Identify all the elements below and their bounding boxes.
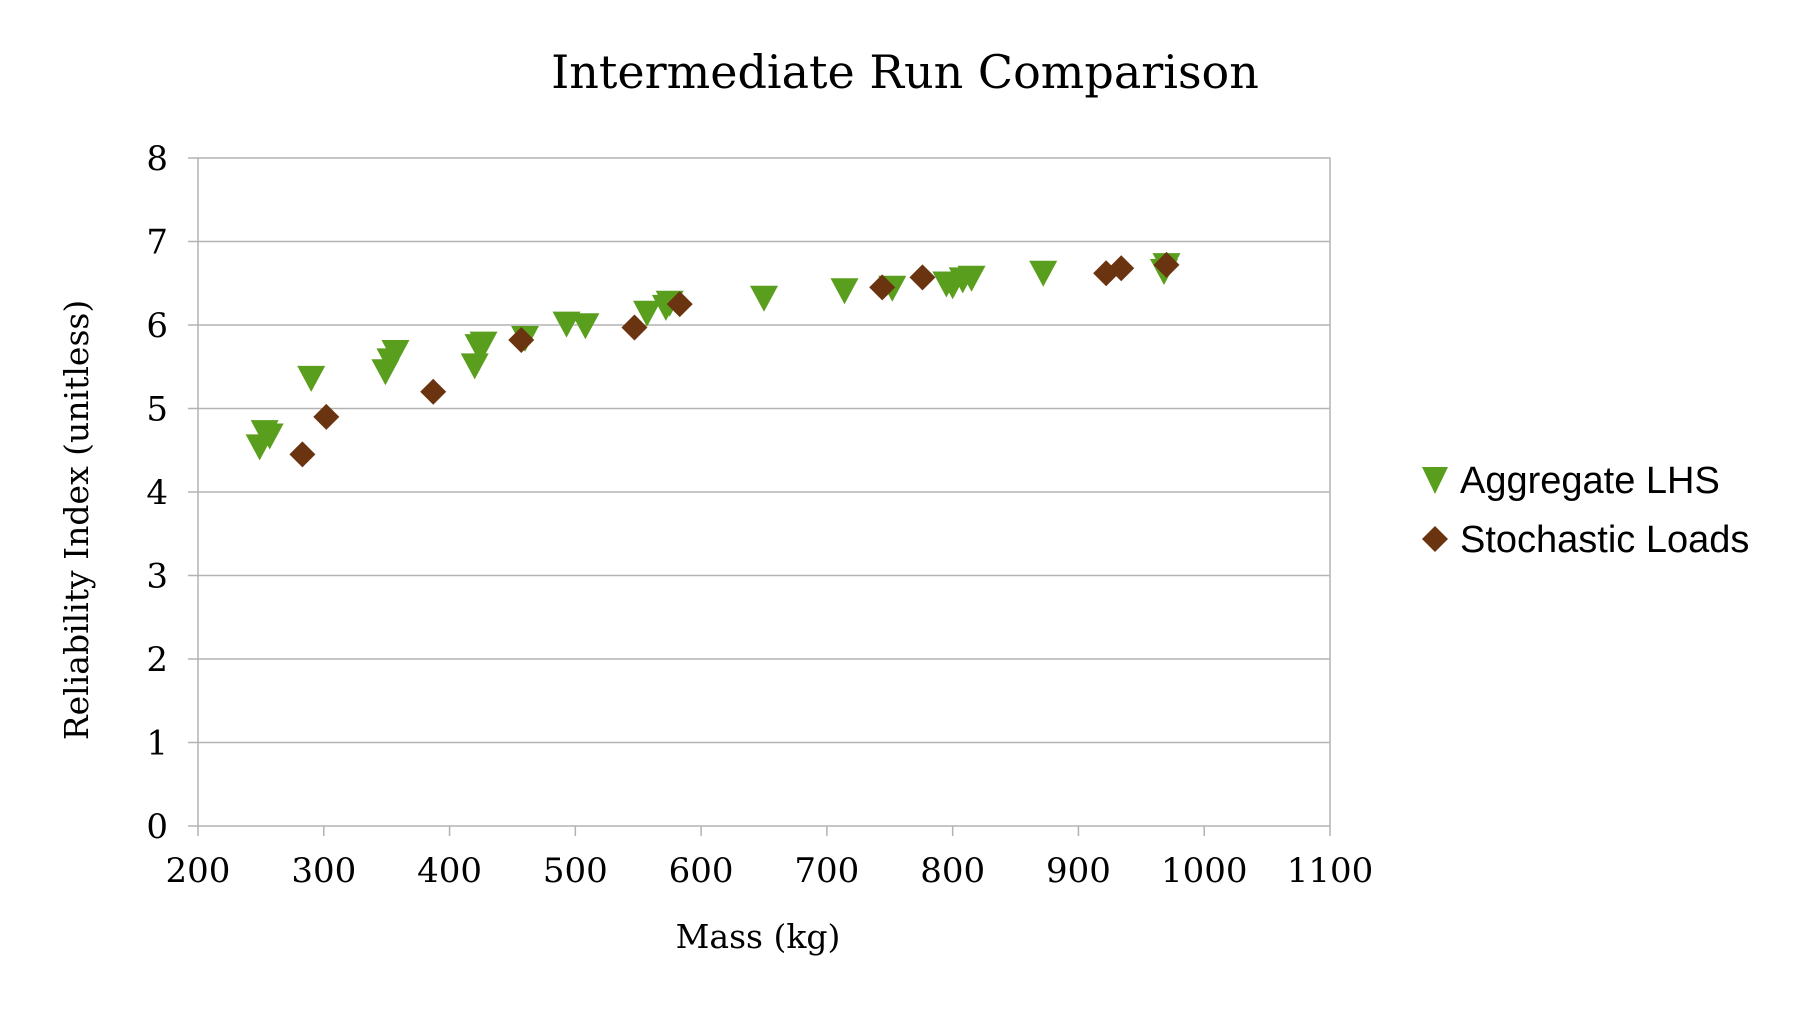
data-point: [460, 353, 489, 380]
y-tick-label-2: 2: [146, 640, 168, 680]
data-point: [420, 378, 447, 405]
data-point: [1153, 251, 1180, 278]
y-tick-label-0: 0: [146, 807, 168, 847]
data-point: [830, 278, 859, 305]
x-axis-ticks: 200 300 400 500 600 700 800 900 1000 1100: [166, 826, 1374, 891]
x-tick-label-900: 900: [1046, 851, 1111, 891]
data-point: [1108, 255, 1135, 282]
y-axis-ticks: 0 1 2 3 4 5 6 7 8: [146, 139, 198, 847]
gridlines: [198, 240, 1330, 744]
chart-title: Intermediate Run Comparison: [551, 45, 1259, 99]
legend-marker-triangle-down-icon: [1422, 467, 1448, 494]
data-point: [1029, 260, 1058, 287]
legend-label-stochastic-loads: Stochastic Loads: [1460, 519, 1749, 561]
legend-marker-diamond-icon: [1422, 526, 1448, 552]
x-tick-label-700: 700: [794, 851, 859, 891]
x-tick-label-600: 600: [669, 851, 734, 891]
data-point: [289, 441, 316, 468]
legend-item-stochastic-loads: Stochastic Loads: [1422, 519, 1749, 561]
x-tick-label-800: 800: [920, 851, 985, 891]
data-point: [255, 423, 284, 450]
data-point: [909, 264, 936, 291]
legend: Aggregate LHS Stochastic Loads: [1422, 460, 1749, 561]
data-point: [869, 274, 896, 301]
x-tick-label-1000: 1000: [1161, 851, 1248, 891]
data-point: [508, 327, 535, 354]
y-tick-label-3: 3: [146, 557, 168, 597]
data-point: [552, 311, 581, 338]
y-tick-label-1: 1: [146, 724, 168, 764]
x-tick-label-500: 500: [543, 851, 608, 891]
data-point: [957, 265, 986, 292]
data-points: [245, 251, 1181, 468]
data-point: [750, 285, 778, 312]
legend-item-aggregate-lhs: Aggregate LHS: [1422, 460, 1720, 502]
x-tick-label-1100: 1100: [1287, 851, 1374, 891]
x-tick-label-300: 300: [291, 851, 356, 891]
y-axis-label: Reliability Index (unitless): [57, 300, 96, 740]
data-point: [633, 300, 662, 327]
series-stochastic-loads: [289, 251, 1180, 468]
data-point: [313, 403, 340, 430]
y-tick-label-4: 4: [146, 473, 168, 513]
y-tick-label-7: 7: [146, 223, 168, 263]
x-axis-label: Mass (kg): [676, 917, 841, 956]
data-point: [571, 313, 600, 340]
y-tick-label-6: 6: [146, 306, 168, 346]
y-tick-label-5: 5: [146, 390, 168, 430]
data-point: [666, 291, 693, 318]
x-tick-label-200: 200: [166, 851, 231, 891]
data-point: [469, 331, 498, 358]
data-point: [297, 365, 326, 392]
y-tick-label-8: 8: [146, 139, 168, 179]
data-point: [381, 340, 410, 367]
legend-label-aggregate-lhs: Aggregate LHS: [1460, 460, 1720, 502]
x-tick-label-400: 400: [417, 851, 482, 891]
data-point: [621, 314, 648, 341]
